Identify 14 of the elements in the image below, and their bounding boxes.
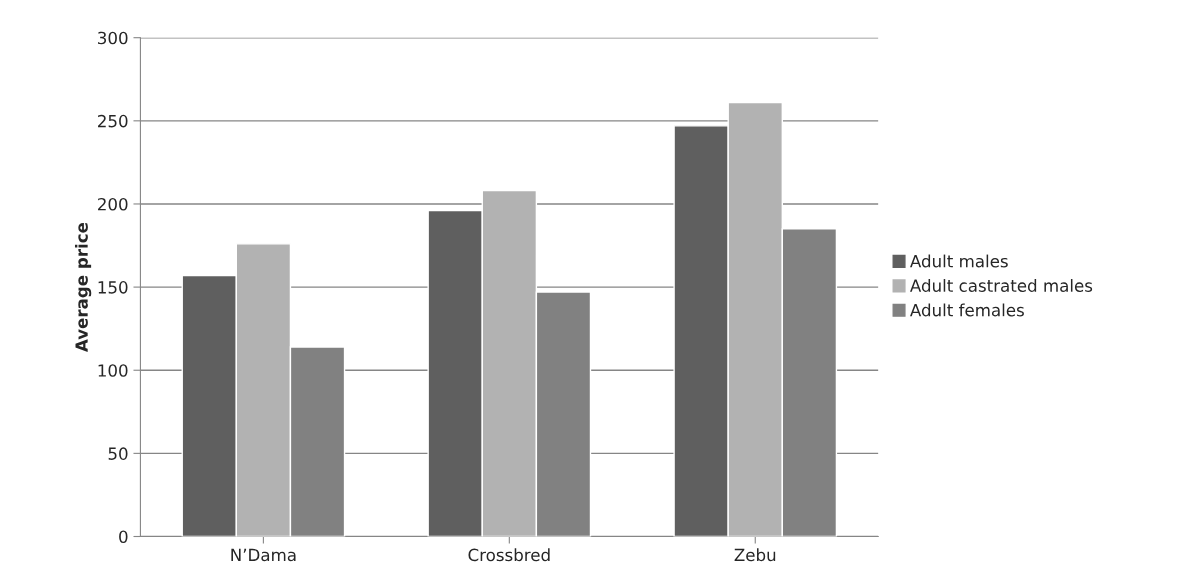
- y-tick-label: 250: [98, 114, 128, 128]
- y-tick-label: 0: [119, 530, 128, 544]
- legend-label: Adult males: [910, 254, 1008, 268]
- y-tick-label: 150: [98, 281, 128, 294]
- y-axis-title: Average price: [74, 222, 92, 353]
- y-tick-label: 50: [108, 447, 128, 460]
- y-tick-label: 200: [98, 197, 128, 211]
- legend-label: Adult castrated males: [910, 279, 1093, 292]
- y-tick-label: 300: [98, 31, 128, 45]
- x-tick-label: Zebu: [734, 548, 776, 562]
- y-tick-label: 100: [98, 364, 128, 377]
- x-tick-label: Crossbred: [468, 548, 550, 562]
- legend-label: Adult females: [910, 303, 1024, 317]
- x-tick-label: N’Dama: [231, 548, 296, 562]
